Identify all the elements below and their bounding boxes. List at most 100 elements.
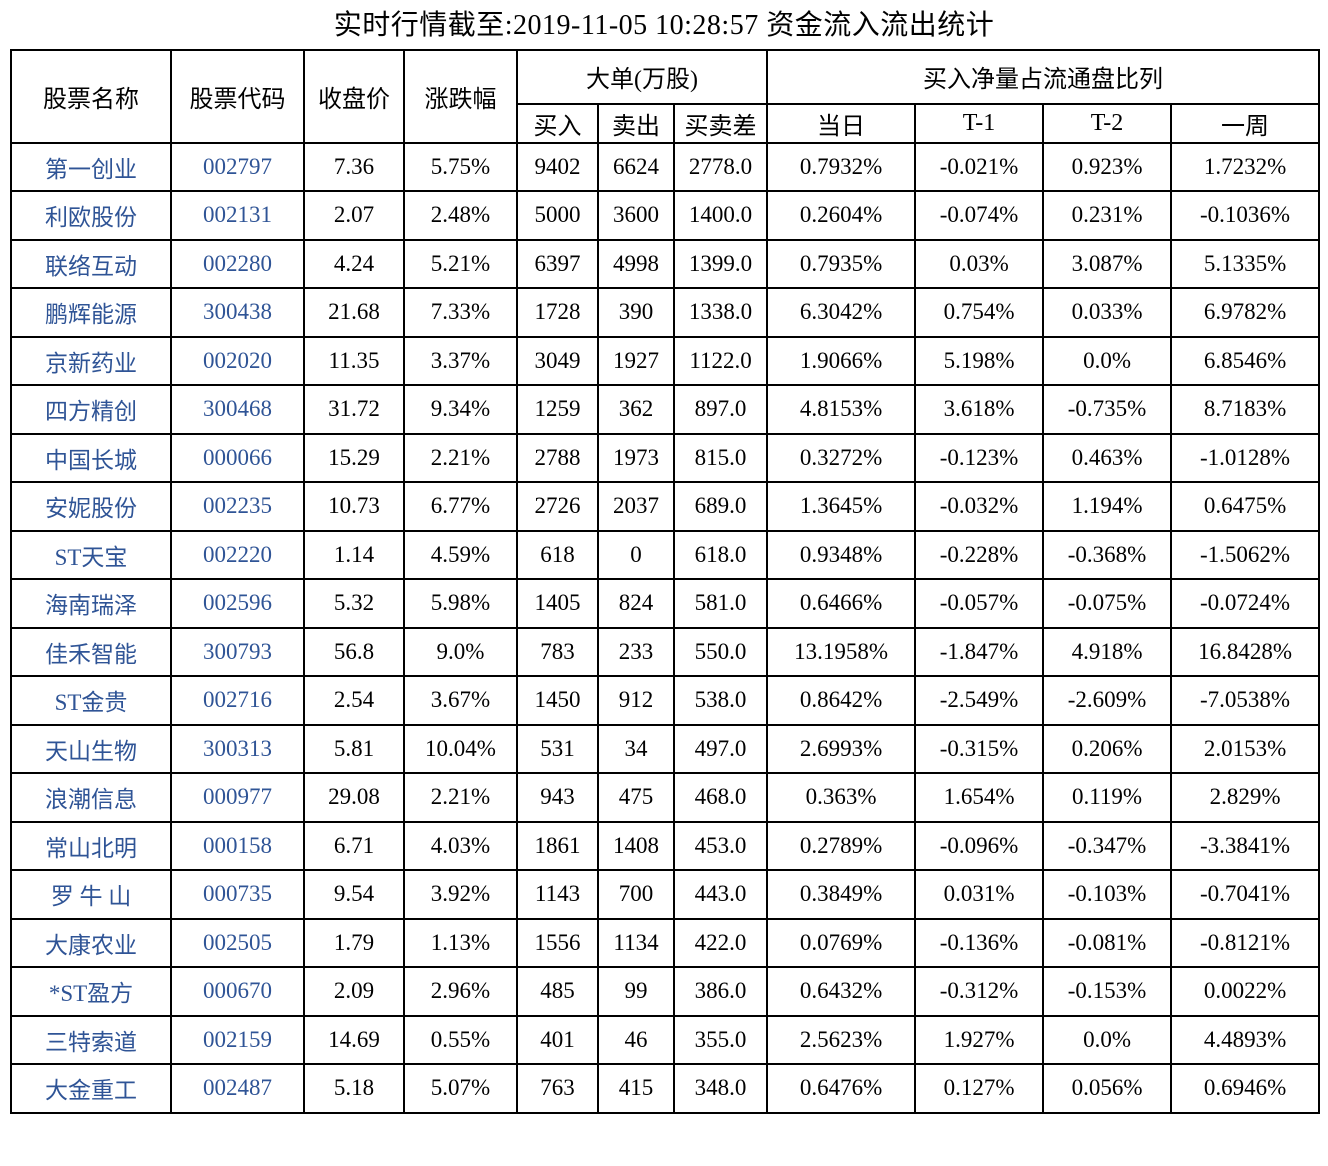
table-row: ST天宝 002220 1.14 4.59% 618 0 618.0 0.9348% -0.22…	[10, 529, 1321, 581]
cell-t-2: 1.194%	[1042, 481, 1173, 532]
cell-sell: 700	[597, 869, 675, 920]
cell-t-1: -0.032%	[914, 481, 1045, 532]
cell-close-price: 10.73	[303, 481, 405, 532]
cell-today: 0.363%	[766, 772, 917, 823]
cell-stock-name: 大康农业	[10, 917, 172, 969]
cell-buy: 618	[516, 529, 599, 581]
cell-sell: 390	[597, 287, 675, 338]
cell-today: 6.3042%	[766, 287, 917, 338]
cell-t-2: 0.033%	[1042, 287, 1173, 338]
cell-buy-sell-diff: 1122.0	[672, 335, 769, 387]
cell-close-price: 14.69	[303, 1014, 405, 1066]
cell-t-1: -0.136%	[914, 917, 1045, 969]
cell-week: -1.5062%	[1170, 529, 1321, 581]
cell-week: -7.0538%	[1170, 675, 1321, 726]
table-row: ST金贵 002716 2.54 3.67% 1450 912 538.0 0.8642% -2…	[10, 675, 1321, 726]
cell-stock-code: 002487	[170, 1063, 305, 1114]
table-header: 股票名称 股票代码 收盘价 涨跌幅 大单(万股) 买入净量占流通盘比列 买入 卖…	[10, 48, 1321, 144]
table-row: 鹏辉能源 300438 21.68 7.33% 1728 390 1338.0 6.3042%…	[10, 287, 1321, 338]
cell-t-2: -0.103%	[1042, 869, 1173, 920]
cell-stock-name: ST金贵	[10, 675, 172, 726]
cell-change-pct: 10.04%	[403, 723, 518, 775]
cell-buy-sell-diff: 2778.0	[672, 141, 769, 193]
cell-stock-code: 000735	[170, 869, 305, 920]
col-header-sell: 卖出	[597, 102, 675, 144]
cell-change-pct: 3.67%	[403, 675, 518, 726]
group-header-large-orders: 大单(万股)	[515, 48, 769, 105]
cell-sell: 233	[597, 626, 675, 678]
cell-buy: 1405	[516, 578, 599, 629]
cell-today: 1.9066%	[766, 335, 917, 387]
cell-week: -0.8121%	[1170, 917, 1321, 969]
cell-t-2: 0.231%	[1042, 190, 1173, 241]
cell-t-2: 0.056%	[1042, 1063, 1173, 1114]
cell-buy: 943	[516, 772, 599, 823]
cell-today: 0.7935%	[766, 238, 917, 290]
col-header-buy-sell-diff: 买卖差	[672, 102, 769, 144]
table-row: 浪潮信息 000977 29.08 2.21% 943 475 468.0 0.363% 1.6…	[10, 772, 1321, 823]
cell-sell: 824	[597, 578, 675, 629]
cell-today: 0.6466%	[766, 578, 917, 629]
cell-today: 0.2604%	[766, 190, 917, 241]
cell-sell: 4998	[597, 238, 675, 290]
market-data-table: 股票名称 股票代码 收盘价 涨跌幅 大单(万股) 买入净量占流通盘比列 买入 卖…	[10, 48, 1321, 1114]
cell-close-price: 2.07	[303, 190, 405, 241]
cell-t-1: -2.549%	[914, 675, 1045, 726]
table-row: 海南瑞泽 002596 5.32 5.98% 1405 824 581.0 0.6466% -0…	[10, 578, 1321, 629]
cell-t-1: -0.096%	[914, 820, 1045, 872]
cell-stock-name: 中国长城	[10, 432, 172, 484]
col-header-change-pct: 涨跌幅	[403, 48, 518, 144]
cell-change-pct: 2.21%	[403, 772, 518, 823]
cell-buy: 1861	[516, 820, 599, 872]
cell-buy-sell-diff: 550.0	[672, 626, 769, 678]
cell-today: 0.3849%	[766, 869, 917, 920]
cell-today: 2.6993%	[766, 723, 917, 775]
cell-stock-code: 000670	[170, 966, 305, 1017]
cell-sell: 362	[597, 384, 675, 435]
cell-week: 6.8546%	[1170, 335, 1321, 387]
cell-sell: 0	[597, 529, 675, 581]
table-row: 中国长城 000066 15.29 2.21% 2788 1973 815.0 0.3272%…	[10, 432, 1321, 484]
cell-close-price: 5.18	[303, 1063, 405, 1114]
cell-change-pct: 9.34%	[403, 384, 518, 435]
cell-close-price: 15.29	[303, 432, 405, 484]
cell-stock-name: 海南瑞泽	[10, 578, 172, 629]
cell-sell: 3600	[597, 190, 675, 241]
cell-buy-sell-diff: 689.0	[672, 481, 769, 532]
cell-week: 0.6946%	[1170, 1063, 1321, 1114]
cell-stock-name: 浪潮信息	[10, 772, 172, 823]
cell-week: 0.6475%	[1170, 481, 1321, 532]
cell-buy: 1728	[516, 287, 599, 338]
cell-week: 8.7183%	[1170, 384, 1321, 435]
cell-buy: 1450	[516, 675, 599, 726]
cell-sell: 415	[597, 1063, 675, 1114]
cell-buy: 1143	[516, 869, 599, 920]
cell-buy-sell-diff: 1400.0	[672, 190, 769, 241]
cell-sell: 1927	[597, 335, 675, 387]
cell-change-pct: 1.13%	[403, 917, 518, 969]
cell-t-2: -0.075%	[1042, 578, 1173, 629]
cell-stock-name: 三特索道	[10, 1014, 172, 1066]
cell-stock-name: 天山生物	[10, 723, 172, 775]
cell-change-pct: 5.07%	[403, 1063, 518, 1114]
cell-week: 5.1335%	[1170, 238, 1321, 290]
cell-buy-sell-diff: 453.0	[672, 820, 769, 872]
cell-buy: 1556	[516, 917, 599, 969]
table-row: *ST盈方 000670 2.09 2.96% 485 99 386.0 0.6432% -0.…	[10, 966, 1321, 1017]
cell-buy: 485	[516, 966, 599, 1017]
cell-sell: 1134	[597, 917, 675, 969]
cell-buy: 6397	[516, 238, 599, 290]
cell-t-2: 4.918%	[1042, 626, 1173, 678]
cell-t-2: 0.463%	[1042, 432, 1173, 484]
cell-week: 4.4893%	[1170, 1014, 1321, 1066]
table-row: 第一创业 002797 7.36 5.75% 9402 6624 2778.0 0.7932%…	[10, 141, 1321, 193]
cell-stock-code: 000158	[170, 820, 305, 872]
cell-stock-name: 联络互动	[10, 238, 172, 290]
cell-today: 1.3645%	[766, 481, 917, 532]
cell-t-1: 3.618%	[914, 384, 1045, 435]
cell-close-price: 31.72	[303, 384, 405, 435]
cell-buy: 5000	[516, 190, 599, 241]
cell-buy-sell-diff: 1338.0	[672, 287, 769, 338]
table-row: 京新药业 002020 11.35 3.37% 3049 1927 1122.0 1.9066…	[10, 335, 1321, 387]
cell-stock-name: 佳禾智能	[10, 626, 172, 678]
